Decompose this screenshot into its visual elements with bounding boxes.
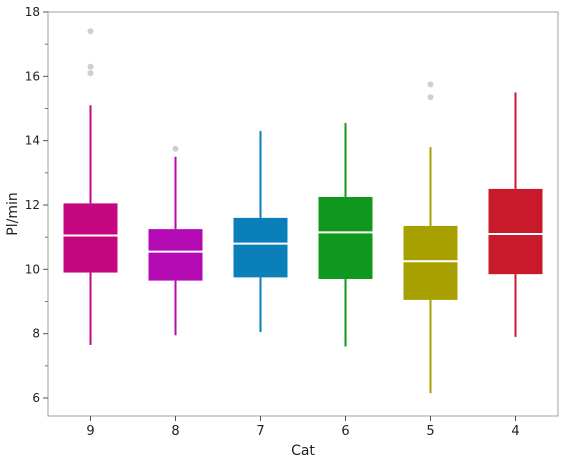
y-tick-label: 18 — [25, 5, 40, 19]
y-tick-label: 8 — [32, 327, 40, 341]
outlier-point — [87, 63, 94, 70]
x-tick-label: 9 — [86, 424, 94, 439]
x-tick-label: 7 — [256, 424, 264, 439]
outlier-point — [427, 94, 434, 101]
y-tick-label: 6 — [32, 391, 40, 405]
box-series — [63, 28, 543, 394]
box-9 — [63, 28, 118, 345]
y-tick-label: 16 — [25, 69, 40, 83]
x-tick-label: 8 — [171, 424, 179, 439]
outlier-point — [427, 81, 434, 88]
box-7 — [233, 131, 288, 333]
box-iqr — [488, 188, 543, 275]
x-tick-label: 4 — [511, 424, 519, 439]
x-tick-label: 6 — [341, 424, 349, 439]
box-iqr — [233, 217, 288, 278]
box-8 — [148, 145, 203, 336]
plot-frame — [47, 11, 559, 417]
outlier-point — [87, 28, 94, 35]
x-tick-label: 5 — [426, 424, 434, 439]
box-iqr — [318, 196, 373, 279]
box-iqr — [148, 229, 203, 281]
box-6 — [318, 122, 373, 347]
y-tick-label: 14 — [25, 134, 40, 148]
axis-ticks: 6 8 10 12 14 16 18 9 8 7 6 5 4 — [25, 5, 520, 439]
y-tick-label: 12 — [25, 198, 40, 212]
box-5 — [403, 81, 458, 394]
y-axis-label: Pl/min — [5, 192, 21, 235]
box-iqr — [63, 203, 118, 273]
box-iqr — [403, 225, 458, 300]
x-axis-label: Cat — [291, 443, 315, 459]
y-tick-label: 10 — [25, 262, 40, 276]
box-4 — [488, 92, 543, 337]
outlier-point — [87, 70, 94, 77]
outlier-point — [172, 145, 179, 152]
